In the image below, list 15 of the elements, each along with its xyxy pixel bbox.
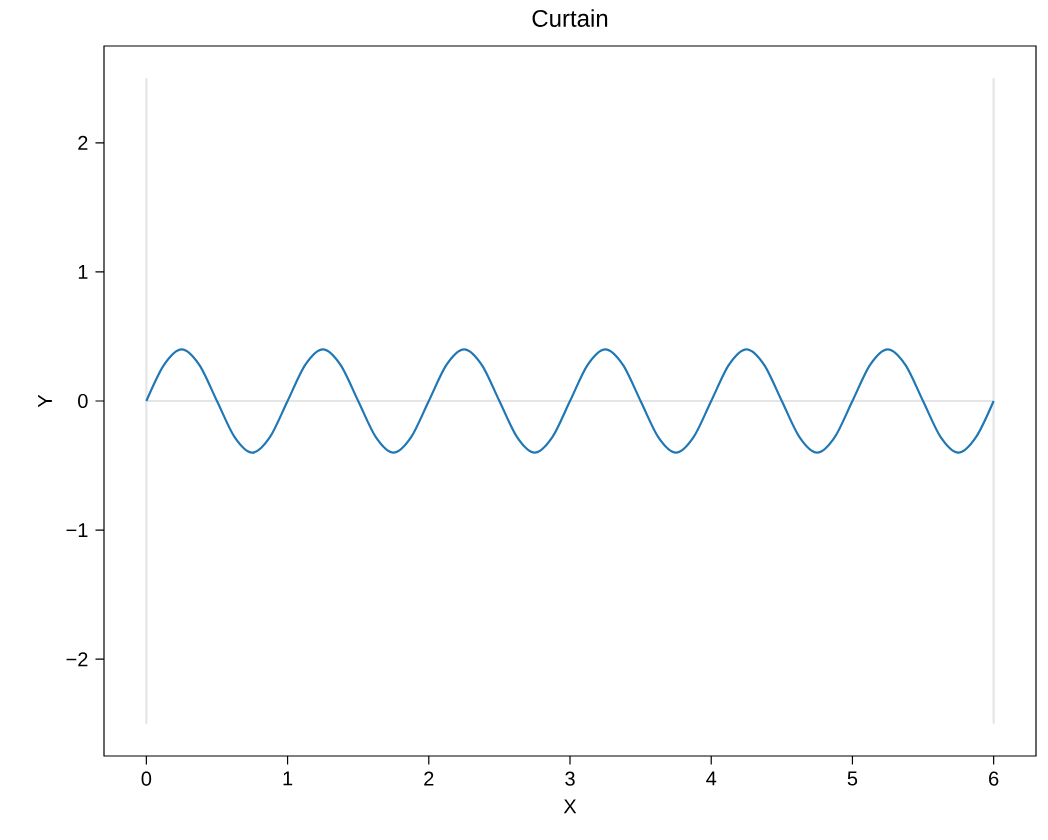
y-axis-title: Y bbox=[38, 394, 52, 408]
x-axis-title: X bbox=[563, 799, 577, 814]
x-tick-label: 0 bbox=[141, 771, 152, 786]
chart-title: Curtain bbox=[532, 9, 608, 27]
y-tick-label: −1 bbox=[66, 523, 88, 537]
x-tick-label: 3 bbox=[565, 771, 575, 786]
x-tick-label: 4 bbox=[706, 771, 717, 786]
y-tick-label: −2 bbox=[66, 652, 88, 667]
y-tick-label: 2 bbox=[78, 135, 88, 150]
x-tick-label: 6 bbox=[989, 771, 999, 786]
x-tick-label: 1 bbox=[283, 771, 293, 786]
y-tick-label: 0 bbox=[78, 393, 88, 409]
x-tick-label: 2 bbox=[424, 771, 434, 786]
y-tick-label: 1 bbox=[78, 265, 88, 279]
x-tick-label: 5 bbox=[847, 771, 858, 786]
